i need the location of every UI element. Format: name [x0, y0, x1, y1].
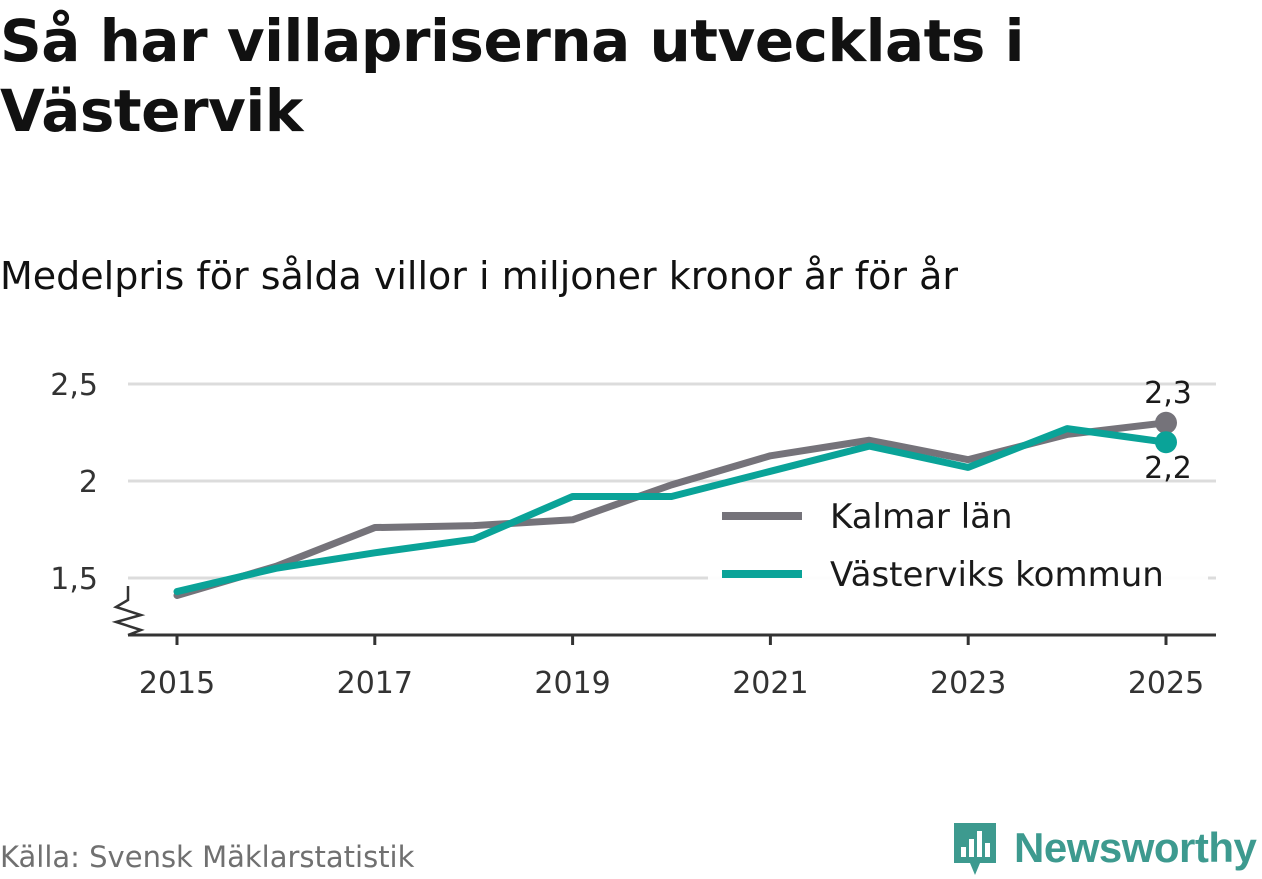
y-axis-ticks: 1,5 2 2,5 [50, 368, 98, 597]
newsworthy-logo-icon [954, 823, 996, 875]
x-tick-label: 2017 [337, 666, 413, 701]
legend: Kalmar län Västerviks kommun [708, 488, 1208, 608]
chart-title: Så har villapriserna utvecklats i Väster… [0, 7, 1024, 145]
series-line [173, 425, 1170, 596]
chart-subtitle: Medelpris för sålda villor i miljoner kr… [0, 254, 959, 298]
series-end-point [1155, 431, 1177, 454]
x-tick-label: 2025 [1128, 666, 1204, 701]
x-axis-ticks: 2015 2017 2019 2021 2023 2025 [139, 635, 1204, 701]
legend-background [708, 488, 1208, 608]
legend-label: Västerviks kommun [830, 555, 1164, 595]
x-tick-label: 2023 [930, 666, 1006, 701]
x-tick-label: 2021 [732, 666, 808, 701]
line-chart: 1,5 2 2,5 2015 2017 2019 2021 2023 2025 Kalmar … [50, 368, 1216, 701]
x-tick-label: 2015 [139, 666, 215, 701]
series-lines [173, 411, 1177, 599]
series-end-point [1155, 411, 1177, 434]
brand-logo: Newsworthy [950, 818, 1257, 878]
source-note: Källa: Svensk Mäklarstatistik [0, 840, 415, 874]
y-tick-label: 2,5 [50, 368, 98, 403]
y-tick-label: 2 [79, 465, 98, 500]
series-end-label: 2,2 [1144, 451, 1192, 486]
axis-break [111, 586, 146, 637]
x-tick-label: 2019 [534, 666, 610, 701]
y-tick-label: 1,5 [50, 562, 98, 597]
series-end-label: 2,3 [1144, 376, 1192, 411]
brand-name: Newsworthy [1014, 824, 1257, 871]
legend-label: Kalmar län [830, 497, 1013, 537]
x-axis [111, 586, 1216, 637]
end-labels: 2,3 2,2 [1144, 376, 1192, 486]
